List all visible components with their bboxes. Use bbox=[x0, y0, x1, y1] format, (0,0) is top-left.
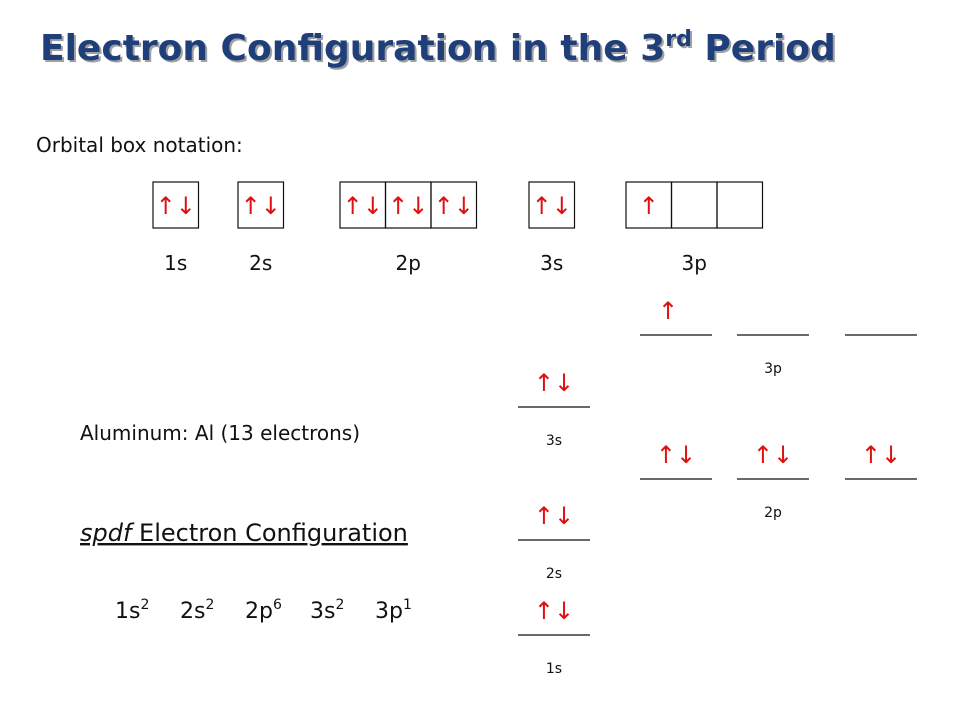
config-term: 2p6 bbox=[245, 597, 282, 624]
arrow: ↑↓ bbox=[532, 192, 572, 220]
orbital-box bbox=[716, 181, 764, 229]
orbital-label: 3p bbox=[682, 251, 707, 275]
arrow: ↑↓ bbox=[343, 192, 383, 220]
config-term: 3p1 bbox=[375, 597, 412, 624]
orbital-label: 3s bbox=[540, 251, 563, 275]
orbital-label: 2p bbox=[396, 251, 421, 275]
title: Electron Configuration in the 3rd Period bbox=[40, 27, 836, 69]
level-label: 3s bbox=[546, 433, 562, 449]
config-term: 2s2 bbox=[180, 597, 214, 624]
orbital-box bbox=[528, 181, 576, 229]
orbital-box bbox=[430, 181, 478, 229]
orbital-label: 2s bbox=[249, 251, 272, 275]
level-label: 2p bbox=[764, 505, 782, 521]
orbital-box bbox=[237, 181, 285, 229]
level-label: 1s bbox=[546, 661, 562, 677]
config-count: 2 bbox=[140, 597, 149, 613]
arrow: ↑↓ bbox=[534, 502, 574, 530]
arrow: ↑ bbox=[639, 192, 659, 220]
level-label: 3p bbox=[764, 361, 782, 377]
arrow: ↑↓ bbox=[241, 192, 281, 220]
arrow: ↑↓ bbox=[388, 192, 428, 220]
arrow: ↑↓ bbox=[434, 192, 474, 220]
arrow: ↑↓ bbox=[534, 369, 574, 397]
config-term: 1s2 bbox=[115, 597, 149, 624]
arrow: ↑↓ bbox=[861, 441, 901, 469]
arrow: ↑↓ bbox=[656, 441, 696, 469]
arrow: ↑↓ bbox=[156, 192, 196, 220]
config-orbital: 1s bbox=[115, 599, 140, 624]
config-orbital: 2p bbox=[245, 599, 273, 624]
config-orbital: 2s bbox=[180, 599, 205, 624]
arrow: ↑↓ bbox=[753, 441, 793, 469]
config-orbital: 3p bbox=[375, 599, 403, 624]
config-count: 1 bbox=[403, 597, 412, 613]
spdf-heading: spdf Electron Configuration bbox=[80, 519, 408, 547]
orbital-box bbox=[152, 181, 200, 229]
config-count: 2 bbox=[335, 597, 344, 613]
config-orbital: 3s bbox=[310, 599, 335, 624]
box-heading: Orbital box notation: bbox=[36, 133, 243, 157]
element: Aluminum: Al (13 electrons) bbox=[80, 421, 360, 445]
level-label: 2s bbox=[546, 566, 562, 582]
orbital-box bbox=[670, 181, 718, 229]
config-count: 6 bbox=[273, 597, 282, 613]
config-term: 3s2 bbox=[310, 597, 344, 624]
config-count: 2 bbox=[205, 597, 214, 613]
orbital-label: 1s bbox=[164, 251, 187, 275]
arrow: ↑↓ bbox=[534, 597, 574, 625]
title-shadow: Electron Configuration in the 3rd Period bbox=[42, 29, 838, 71]
arrow: ↑ bbox=[658, 297, 678, 325]
